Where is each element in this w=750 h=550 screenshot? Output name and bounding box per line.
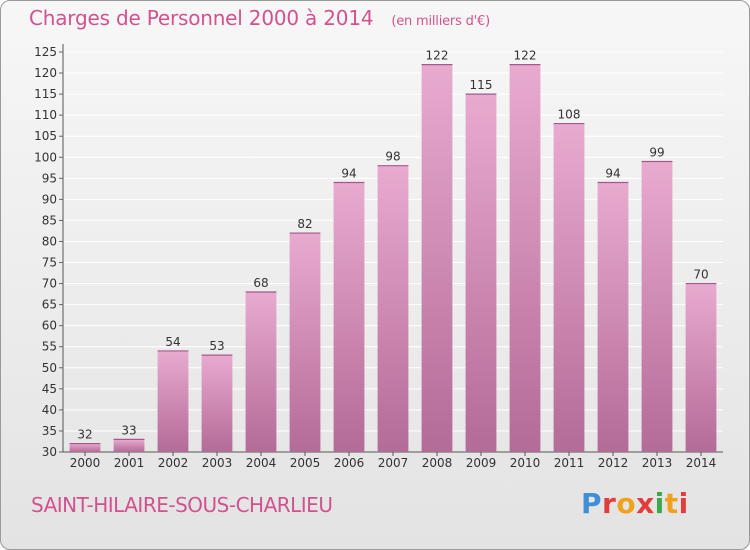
y-tick-label: 120 <box>34 66 57 80</box>
bar-2002 <box>157 350 189 452</box>
y-tick-label: 40 <box>42 403 57 417</box>
y-tick-label: 60 <box>42 319 57 333</box>
x-tick-label: 2001 <box>114 456 145 470</box>
logo-letter: t <box>664 487 679 520</box>
x-tick-label: 2000 <box>70 456 101 470</box>
x-tick-label: 2009 <box>466 456 497 470</box>
logo-letter: x <box>636 487 655 520</box>
bar-2001 <box>113 439 145 452</box>
y-tick-label: 110 <box>34 108 57 122</box>
data-label-2013: 99 <box>649 145 664 159</box>
y-tick-label: 30 <box>42 445 57 459</box>
bar-2004 <box>245 292 277 452</box>
x-tick-label: 2007 <box>378 456 409 470</box>
y-tick-label: 65 <box>42 298 57 312</box>
bar-2000 <box>69 443 101 452</box>
y-tick-label: 90 <box>42 192 57 206</box>
y-tick-label: 70 <box>42 277 57 291</box>
data-label-2010: 122 <box>514 49 537 63</box>
logo-letter: r <box>602 487 617 520</box>
logo-letter: i <box>678 487 689 520</box>
logo-letter: o <box>616 487 637 520</box>
data-label-2006: 94 <box>341 167 356 181</box>
y-tick-label: 80 <box>42 234 57 248</box>
bar-2010 <box>509 64 541 452</box>
x-tick-label: 2012 <box>598 456 629 470</box>
title-text: Charges de Personnel 2000 à 2014 <box>29 6 374 30</box>
data-label-2004: 68 <box>253 276 268 290</box>
chart-title: Charges de Personnel 2000 à 2014 (en mill… <box>29 6 490 30</box>
data-label-2009: 115 <box>470 78 493 92</box>
x-tick-label: 2003 <box>202 456 233 470</box>
bar-2005 <box>289 233 321 452</box>
bar-2006 <box>333 182 365 453</box>
data-label-2001: 33 <box>121 423 136 437</box>
bar-2003 <box>201 355 233 452</box>
x-tick-label: 2014 <box>686 456 717 470</box>
label-layer: 32 2000 33 2001 54 2002 53 2003 68 2004 82 2005 94 20… <box>70 49 717 470</box>
proxiti-logo: Proxiti <box>581 487 689 520</box>
data-label-2005: 82 <box>297 217 312 231</box>
logo-letter: P <box>581 487 603 520</box>
bar-2008 <box>421 64 453 452</box>
data-label-2012: 94 <box>605 167 620 181</box>
y-tick-label: 35 <box>42 424 57 438</box>
y-tick-label: 45 <box>42 382 57 396</box>
x-tick-label: 2010 <box>510 456 541 470</box>
bar-2007 <box>377 165 409 452</box>
unit-label: (en milliers d'€) <box>391 14 490 29</box>
y-tick-label: 75 <box>42 256 57 270</box>
bar-layer <box>69 64 717 453</box>
y-tick-label: 55 <box>42 340 57 354</box>
bar-2014 <box>685 283 717 452</box>
y-tick-label: 50 <box>42 361 57 375</box>
bar-2011 <box>553 123 585 452</box>
x-tick-label: 2013 <box>642 456 673 470</box>
data-label-2008: 122 <box>426 49 449 63</box>
x-tick-label: 2008 <box>422 456 453 470</box>
x-tick-label: 2005 <box>290 456 321 470</box>
x-tick-label: 2011 <box>554 456 585 470</box>
y-tick-label: 100 <box>34 150 57 164</box>
x-tick-label: 2002 <box>158 456 189 470</box>
y-tick-label: 115 <box>34 87 57 101</box>
data-label-2000: 32 <box>77 428 92 442</box>
data-label-2003: 53 <box>209 339 224 353</box>
y-tick-label: 125 <box>34 45 57 59</box>
x-tick-label: 2004 <box>246 456 277 470</box>
bar-2012 <box>597 182 629 453</box>
data-label-2002: 54 <box>165 335 180 349</box>
logo-letter: i <box>654 487 665 520</box>
data-label-2014: 70 <box>693 268 708 282</box>
y-tick-label: 105 <box>34 129 57 143</box>
x-tick-label: 2006 <box>334 456 365 470</box>
bar-2013 <box>641 161 673 452</box>
data-label-2011: 108 <box>558 108 581 122</box>
place-name: SAINT-HILAIRE-SOUS-CHARLIEU <box>31 493 333 517</box>
data-label-2007: 98 <box>385 150 400 164</box>
bar-2009 <box>465 94 497 453</box>
y-tick-label: 95 <box>42 171 57 185</box>
y-tick-label: 85 <box>42 213 57 227</box>
